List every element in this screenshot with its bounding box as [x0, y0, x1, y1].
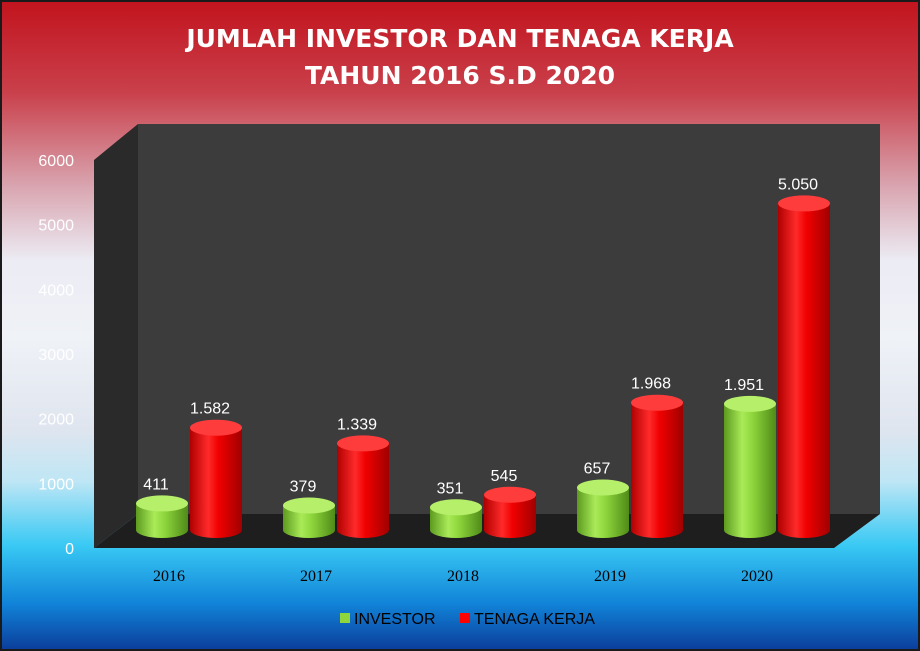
y-tick-label: 5000 — [38, 218, 74, 235]
bar-body — [631, 402, 683, 530]
bar — [724, 395, 776, 538]
bar-body — [337, 443, 389, 530]
x-tick-label: 2018 — [447, 568, 479, 585]
bar — [778, 195, 830, 538]
y-tick-label: 0 — [65, 541, 74, 558]
bar — [430, 499, 482, 538]
y-tick-label: 1000 — [38, 476, 74, 493]
legend-swatch — [460, 613, 470, 623]
legend-label: INVESTOR — [354, 611, 436, 628]
bar — [190, 419, 242, 538]
bar-body — [190, 427, 242, 530]
bar — [631, 394, 683, 538]
bar-top — [136, 495, 188, 512]
bar-top — [577, 479, 629, 496]
bar — [484, 486, 536, 538]
data-label: 411 — [143, 476, 169, 493]
data-label: 1.582 — [190, 401, 230, 418]
x-tick-label: 2020 — [741, 568, 773, 585]
legend: INVESTOR TENAGA KERJA — [340, 611, 595, 628]
data-label: 1.339 — [337, 416, 377, 433]
chart-title-line-2: TAHUN 2016 S.D 2020 — [305, 61, 615, 90]
y-tick-label: 4000 — [38, 282, 74, 299]
data-label: 5.050 — [778, 176, 818, 193]
x-tick-label: 2016 — [153, 568, 185, 585]
bar — [136, 495, 188, 538]
x-tick-label: 2019 — [594, 568, 626, 585]
bar-top — [778, 195, 830, 212]
bar — [577, 479, 629, 538]
y-tick-label: 2000 — [38, 412, 74, 429]
data-label: 545 — [491, 468, 518, 485]
data-label: 379 — [290, 478, 317, 495]
legend-label: TENAGA KERJA — [474, 611, 595, 628]
bar — [337, 435, 389, 538]
x-tick-label: 2017 — [300, 568, 332, 585]
bar-top — [724, 395, 776, 412]
legend-swatch — [340, 613, 350, 623]
plot-side-wall — [94, 124, 138, 548]
y-axis-ticks: 0 1000 2000 3000 4000 5000 6000 — [38, 153, 74, 558]
data-label: 1.968 — [631, 376, 671, 393]
chart-title-line-1: JUMLAH INVESTOR DAN TENAGA KERJA — [184, 24, 734, 53]
bar-top — [631, 394, 683, 411]
bar — [283, 497, 335, 538]
y-tick-label: 6000 — [38, 153, 74, 170]
bar-top — [283, 497, 335, 514]
bar-body — [778, 203, 830, 530]
bar-top — [337, 435, 389, 452]
bar-top — [484, 486, 536, 503]
data-label: 657 — [584, 461, 611, 478]
data-label: 1.951 — [724, 377, 764, 394]
bar-top — [190, 419, 242, 436]
data-label: 351 — [437, 480, 464, 497]
x-axis-ticks: 2016 2017 2018 2019 2020 — [153, 568, 773, 585]
bar-series: 411 1.582 379 1.339 351 545 657 1.968 1.951 5.050 — [136, 176, 830, 538]
bar-body — [724, 403, 776, 530]
y-tick-label: 3000 — [38, 347, 74, 364]
bar-top — [430, 499, 482, 516]
